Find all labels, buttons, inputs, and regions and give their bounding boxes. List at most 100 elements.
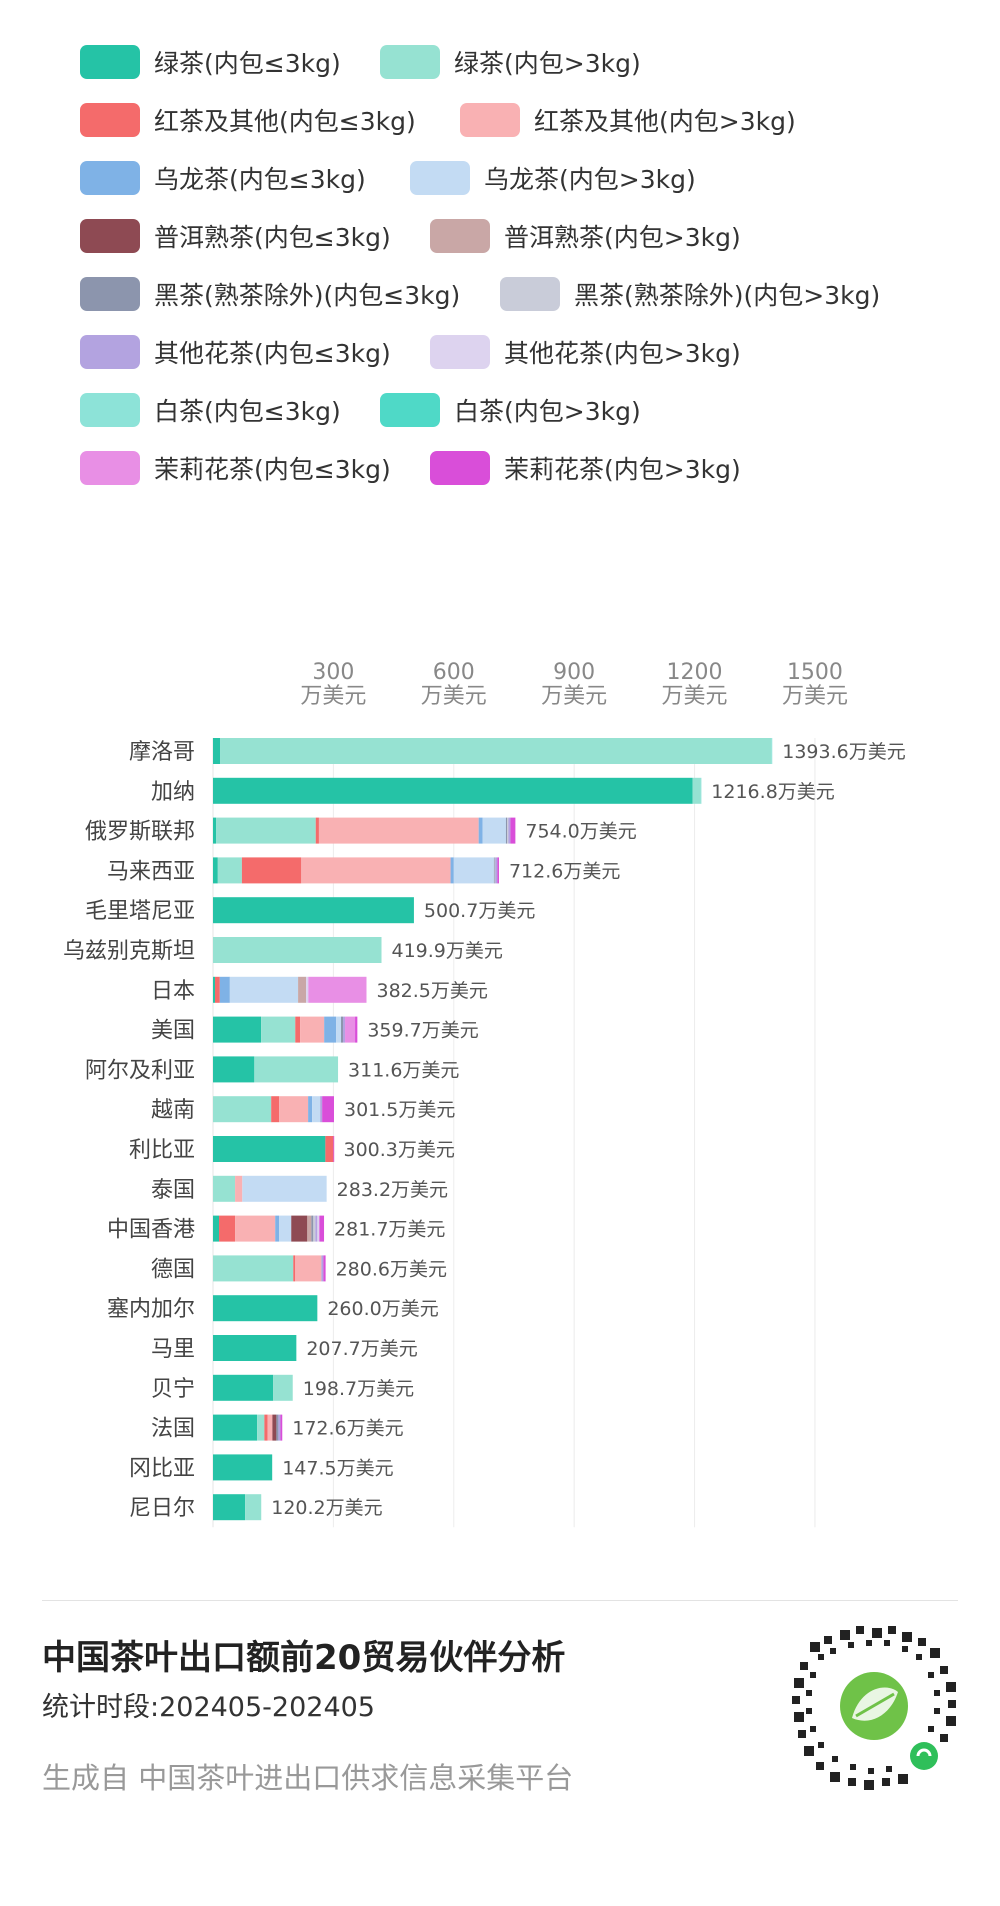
bar-segment[interactable]: [235, 1175, 243, 1202]
bar-segment[interactable]: [313, 1215, 316, 1242]
bar-segment[interactable]: [497, 857, 499, 884]
bar-segment[interactable]: [213, 738, 221, 764]
bar-segment[interactable]: [345, 1016, 356, 1043]
legend-item[interactable]: 绿茶(内包≤3kg): [80, 42, 341, 82]
bar-segment[interactable]: [213, 1056, 255, 1083]
bar-segment[interactable]: [508, 817, 511, 844]
bar-segment[interactable]: [291, 1215, 308, 1242]
bar-segment[interactable]: [213, 1414, 258, 1441]
bar-segment[interactable]: [322, 1096, 334, 1123]
bar-segment[interactable]: [295, 1016, 301, 1043]
bar-segment[interactable]: [275, 1215, 280, 1242]
bar-segment[interactable]: [272, 1414, 277, 1441]
bar-segment[interactable]: [308, 1096, 313, 1123]
legend-item[interactable]: 普洱熟茶(内包≤3kg): [80, 216, 391, 256]
bar-segment[interactable]: [323, 1255, 326, 1282]
bar-segment[interactable]: [213, 817, 217, 844]
bar-segment[interactable]: [254, 1056, 339, 1083]
legend-item[interactable]: 黑茶(熟茶除外)(内包≤3kg): [80, 274, 460, 314]
bar-segment[interactable]: [494, 857, 496, 884]
qr-code-icon[interactable]: [790, 1622, 958, 1790]
bar-segment[interactable]: [319, 1215, 325, 1242]
bar-segment[interactable]: [333, 1136, 335, 1162]
bar-segment[interactable]: [217, 857, 242, 884]
bar-segment[interactable]: [280, 1414, 283, 1441]
bar-segment[interactable]: [510, 817, 516, 844]
bar-segment[interactable]: [495, 857, 498, 884]
bar-segment[interactable]: [213, 1096, 272, 1123]
bar-segment[interactable]: [213, 1255, 294, 1282]
bar-segment[interactable]: [213, 1454, 273, 1481]
bar-segment[interactable]: [213, 937, 382, 963]
bar-segment[interactable]: [216, 817, 316, 844]
bar-segment[interactable]: [279, 1215, 292, 1242]
bar-segment[interactable]: [267, 1414, 273, 1441]
bar-segment[interactable]: [213, 1494, 246, 1521]
bar-segment[interactable]: [276, 1414, 279, 1441]
legend-item[interactable]: 其他花茶(内包>3kg): [430, 332, 741, 372]
bar-segment[interactable]: [771, 738, 773, 764]
bar-segment[interactable]: [301, 857, 451, 884]
bar-segment[interactable]: [493, 857, 495, 884]
bar-segment[interactable]: [300, 1016, 325, 1043]
legend-item[interactable]: 乌龙茶(内包≤3kg): [80, 158, 366, 198]
bar-segment[interactable]: [241, 857, 302, 884]
bar-segment[interactable]: [213, 777, 693, 804]
bar-segment[interactable]: [450, 857, 454, 884]
bar-segment[interactable]: [295, 1255, 322, 1282]
bar-segment[interactable]: [219, 976, 230, 1003]
bar-segment[interactable]: [307, 1215, 312, 1242]
bar-segment[interactable]: [343, 1016, 346, 1043]
bar-segment[interactable]: [264, 1414, 268, 1441]
bar-segment[interactable]: [336, 1016, 342, 1043]
bar-segment[interactable]: [315, 817, 319, 844]
bar-segment[interactable]: [213, 1295, 318, 1322]
bar-segment[interactable]: [261, 1016, 296, 1043]
bar-segment[interactable]: [213, 1175, 236, 1202]
bar-segment[interactable]: [311, 1215, 314, 1242]
bar-segment[interactable]: [215, 976, 220, 1003]
bar-segment[interactable]: [235, 1215, 276, 1242]
bar-segment[interactable]: [453, 857, 494, 884]
bar-segment[interactable]: [341, 1016, 344, 1043]
bar-segment[interactable]: [213, 1215, 220, 1242]
bar-segment[interactable]: [320, 1096, 323, 1123]
bar-segment[interactable]: [213, 1016, 262, 1043]
bar-segment[interactable]: [219, 1215, 236, 1242]
bar-segment[interactable]: [213, 1136, 326, 1162]
bar-segment[interactable]: [213, 897, 414, 924]
bar-segment[interactable]: [298, 976, 307, 1003]
bar-segment[interactable]: [692, 777, 701, 804]
bar-segment[interactable]: [308, 976, 367, 1003]
bar-segment[interactable]: [213, 1374, 274, 1401]
bar-segment[interactable]: [213, 1335, 297, 1361]
bar-segment[interactable]: [478, 817, 483, 844]
legend-item[interactable]: 普洱熟茶(内包>3kg): [430, 216, 741, 256]
legend-item[interactable]: 红茶及其他(内包>3kg): [460, 100, 796, 140]
bar-segment[interactable]: [312, 1096, 321, 1123]
bar-segment[interactable]: [220, 738, 772, 764]
legend-item[interactable]: 黑茶(熟茶除外)(内包>3kg): [500, 274, 880, 314]
bar-segment[interactable]: [482, 817, 506, 844]
bar-segment[interactable]: [317, 1215, 320, 1242]
legend-item[interactable]: 红茶及其他(内包≤3kg): [80, 100, 416, 140]
legend-item[interactable]: 绿茶(内包>3kg): [380, 42, 641, 82]
bar-segment[interactable]: [324, 1016, 337, 1043]
bar-segment[interactable]: [242, 1175, 327, 1202]
bar-segment[interactable]: [355, 1016, 358, 1043]
bar-segment[interactable]: [245, 1494, 262, 1521]
bar-segment[interactable]: [318, 817, 479, 844]
bar-segment[interactable]: [273, 1374, 293, 1401]
bar-segment[interactable]: [257, 1414, 265, 1441]
legend-item[interactable]: 白茶(内包>3kg): [380, 390, 641, 430]
bar-segment[interactable]: [278, 1414, 281, 1441]
bar-segment[interactable]: [321, 1255, 324, 1282]
bar-segment[interactable]: [293, 1255, 296, 1282]
legend-item[interactable]: 乌龙茶(内包>3kg): [410, 158, 696, 198]
bar-segment[interactable]: [229, 976, 299, 1003]
legend-item[interactable]: 茉莉花茶(内包≤3kg): [80, 448, 391, 488]
bar-segment[interactable]: [700, 777, 702, 804]
bar-segment[interactable]: [213, 976, 216, 1003]
legend-item[interactable]: 白茶(内包≤3kg): [80, 390, 341, 430]
bar-segment[interactable]: [325, 1136, 334, 1162]
